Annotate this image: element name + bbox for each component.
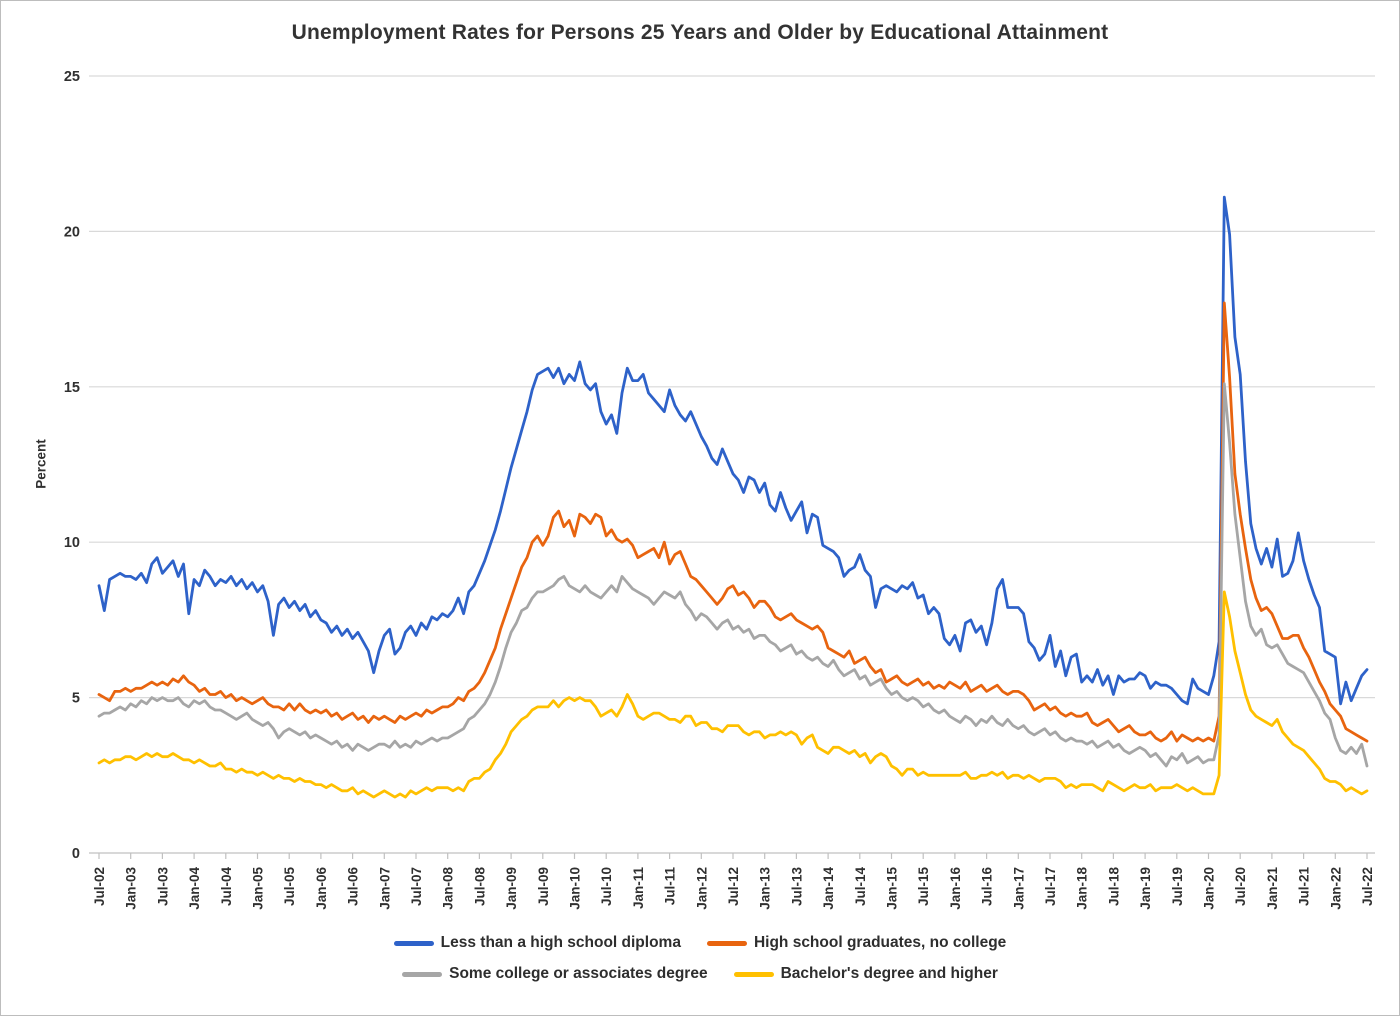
x-tick-label: Jul-21 xyxy=(1297,867,1312,907)
y-tick-label: 15 xyxy=(64,380,80,396)
legend: Less than a high school diploma High sch… xyxy=(1,934,1399,983)
y-tick-label: 5 xyxy=(72,691,80,707)
x-tick-label: Jan-09 xyxy=(504,867,519,910)
y-tick-label: 25 xyxy=(64,69,80,85)
series-line-1 xyxy=(97,301,1369,743)
x-tick-label: Jan-08 xyxy=(441,867,456,910)
y-tick-label: 20 xyxy=(64,224,80,240)
x-tick-label: Jan-19 xyxy=(1138,867,1153,910)
x-tick-label: Jul-03 xyxy=(155,867,170,907)
x-tick-label: Jan-04 xyxy=(187,867,202,910)
legend-label-hs-graduates: High school graduates, no college xyxy=(753,934,1007,951)
legend-item-some-college: Some college or associates degree xyxy=(402,965,708,983)
legend-swatch-gray xyxy=(402,971,443,977)
x-tick-label: Jul-08 xyxy=(472,867,487,907)
y-tick-label: 0 xyxy=(72,846,80,862)
x-tick-label: Jul-16 xyxy=(980,867,995,907)
legend-item-hs-graduates: High school graduates, no college xyxy=(706,934,1007,952)
legend-swatch-yellow xyxy=(733,971,774,977)
chart-title: Unemployment Rates for Persons 25 Years … xyxy=(291,21,1109,44)
x-tick-label: Jan-03 xyxy=(124,867,139,910)
series-line-3 xyxy=(97,590,1369,799)
x-tick-label: Jul-06 xyxy=(346,867,361,907)
x-tick-label: Jan-15 xyxy=(885,867,900,910)
x-tick-label: Jan-14 xyxy=(821,867,836,910)
x-tick-label: Jan-06 xyxy=(314,867,329,910)
x-tick-label: Jul-02 xyxy=(92,867,107,906)
x-tick-label: Jan-12 xyxy=(694,867,709,910)
x-tick-label: Jul-22 xyxy=(1360,867,1375,906)
legend-label-bachelors: Bachelor's degree and higher xyxy=(780,965,998,982)
x-tick-label: Jan-07 xyxy=(377,867,392,910)
x-tick-label: Jan-13 xyxy=(758,867,773,910)
legend-row-2: Some college or associates degree Bachel… xyxy=(402,965,998,983)
x-tick-label: Jul-10 xyxy=(599,867,614,906)
x-tick-label: Jul-09 xyxy=(536,867,551,906)
x-tick-label: Jul-12 xyxy=(726,867,741,906)
x-tick-label: Jul-15 xyxy=(916,867,931,907)
legend-swatch-blue xyxy=(393,940,434,946)
x-tick-label: Jan-20 xyxy=(1202,867,1217,910)
legend-item-less-than-hs: Less than a high school diploma xyxy=(393,934,681,952)
x-tick-label: Jan-22 xyxy=(1328,867,1343,910)
x-tick-label: Jul-20 xyxy=(1233,867,1248,906)
series-line-0 xyxy=(97,195,1369,706)
legend-row-1: Less than a high school diploma High sch… xyxy=(393,934,1007,952)
series-line-2 xyxy=(97,382,1369,768)
x-tick-label: Jan-18 xyxy=(1075,867,1090,910)
x-tick-label: Jul-13 xyxy=(789,867,804,907)
legend-swatch-orange xyxy=(706,940,747,946)
legend-label-some-college: Some college or associates degree xyxy=(449,965,708,982)
legend-item-bachelors: Bachelor's degree and higher xyxy=(733,965,998,983)
x-tick-label: Jan-10 xyxy=(568,867,583,910)
x-tick-label: Jan-21 xyxy=(1265,867,1280,910)
x-tick-label: Jul-07 xyxy=(409,867,424,906)
legend-label-less-than-hs: Less than a high school diploma xyxy=(440,934,681,951)
x-tick-label: Jul-18 xyxy=(1106,867,1121,907)
x-tick-label: Jan-17 xyxy=(1011,867,1026,910)
x-tick-label: Jul-11 xyxy=(663,867,678,906)
x-tick-label: Jul-19 xyxy=(1170,867,1185,906)
x-tick-label: Jan-05 xyxy=(251,867,266,910)
x-tick-label: Jul-14 xyxy=(853,867,868,907)
x-tick-label: Jan-11 xyxy=(631,867,646,910)
x-tick-label: Jul-05 xyxy=(282,867,297,907)
y-tick-label: 10 xyxy=(64,535,80,551)
x-tick-label: Jul-17 xyxy=(1043,867,1058,906)
x-tick-label: Jan-16 xyxy=(948,867,963,910)
x-tick-label: Jul-04 xyxy=(219,867,234,907)
